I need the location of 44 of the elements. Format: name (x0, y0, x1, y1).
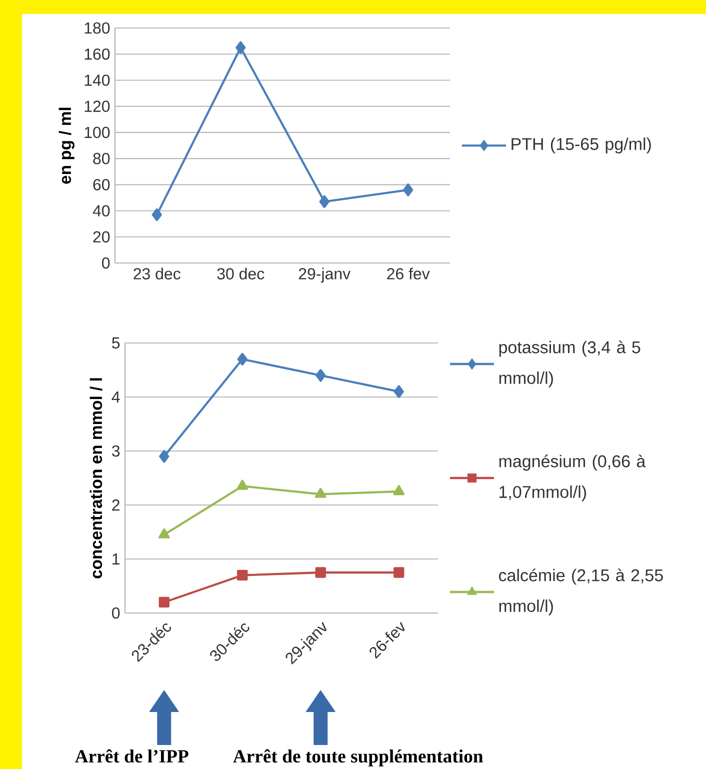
y-axis-title: concentration en mmol / l (90, 378, 102, 578)
y-tick-label: 2 (112, 499, 120, 511)
x-tick-label: 30 dec (217, 268, 264, 280)
x-tick-label: 23 dec (134, 268, 180, 280)
point (319, 195, 330, 208)
text: Arrêt de toute supplémentation (233, 749, 484, 766)
legend-label: PTH (15-65 pg/ml) (512, 138, 651, 154)
legend-label: magnésium (0,66 à 1,07mmol/l) (499, 454, 646, 502)
y-tick-label: 100 (84, 126, 110, 138)
point (315, 567, 326, 578)
point (394, 385, 404, 398)
point (159, 450, 170, 463)
text: Arrêt de l’IPP (75, 749, 188, 763)
legend-label: calcémie (2,15 à 2,55 mmol/l) (498, 568, 663, 616)
point (314, 488, 326, 498)
y-tick-label: 0 (102, 257, 110, 269)
point (236, 480, 248, 490)
y-tick-label: 20 (93, 231, 110, 243)
point (316, 368, 326, 382)
point (236, 41, 246, 54)
y-tick-label: 0 (112, 607, 120, 619)
y-tick-label: 160 (84, 48, 110, 60)
legend-label: potassium (3,4 à 5 mmol/l) (499, 340, 640, 388)
point (158, 596, 170, 608)
point (393, 485, 405, 496)
x-tick-label: 26 fev (387, 268, 430, 280)
point (237, 570, 248, 581)
y-tick-label: 4 (112, 392, 120, 403)
point (158, 528, 170, 538)
y-tick-label: 140 (84, 74, 110, 86)
point (152, 208, 162, 222)
x-tick-label: 29-janv (298, 268, 351, 283)
y-tick-label: 60 (93, 179, 110, 190)
y-tick-label: 1 (112, 554, 120, 564)
point (403, 183, 414, 196)
y-tick-label: 40 (92, 205, 110, 216)
y-tick-label: 3 (112, 445, 120, 457)
point (237, 352, 248, 366)
y-tick-label: 180 (84, 22, 110, 34)
y-tick-label: 5 (112, 337, 120, 349)
y-tick-label: 120 (84, 100, 110, 112)
y-tick-label: 80 (93, 152, 110, 164)
y-axis-title: en pg / ml (58, 108, 74, 184)
point (394, 567, 404, 578)
